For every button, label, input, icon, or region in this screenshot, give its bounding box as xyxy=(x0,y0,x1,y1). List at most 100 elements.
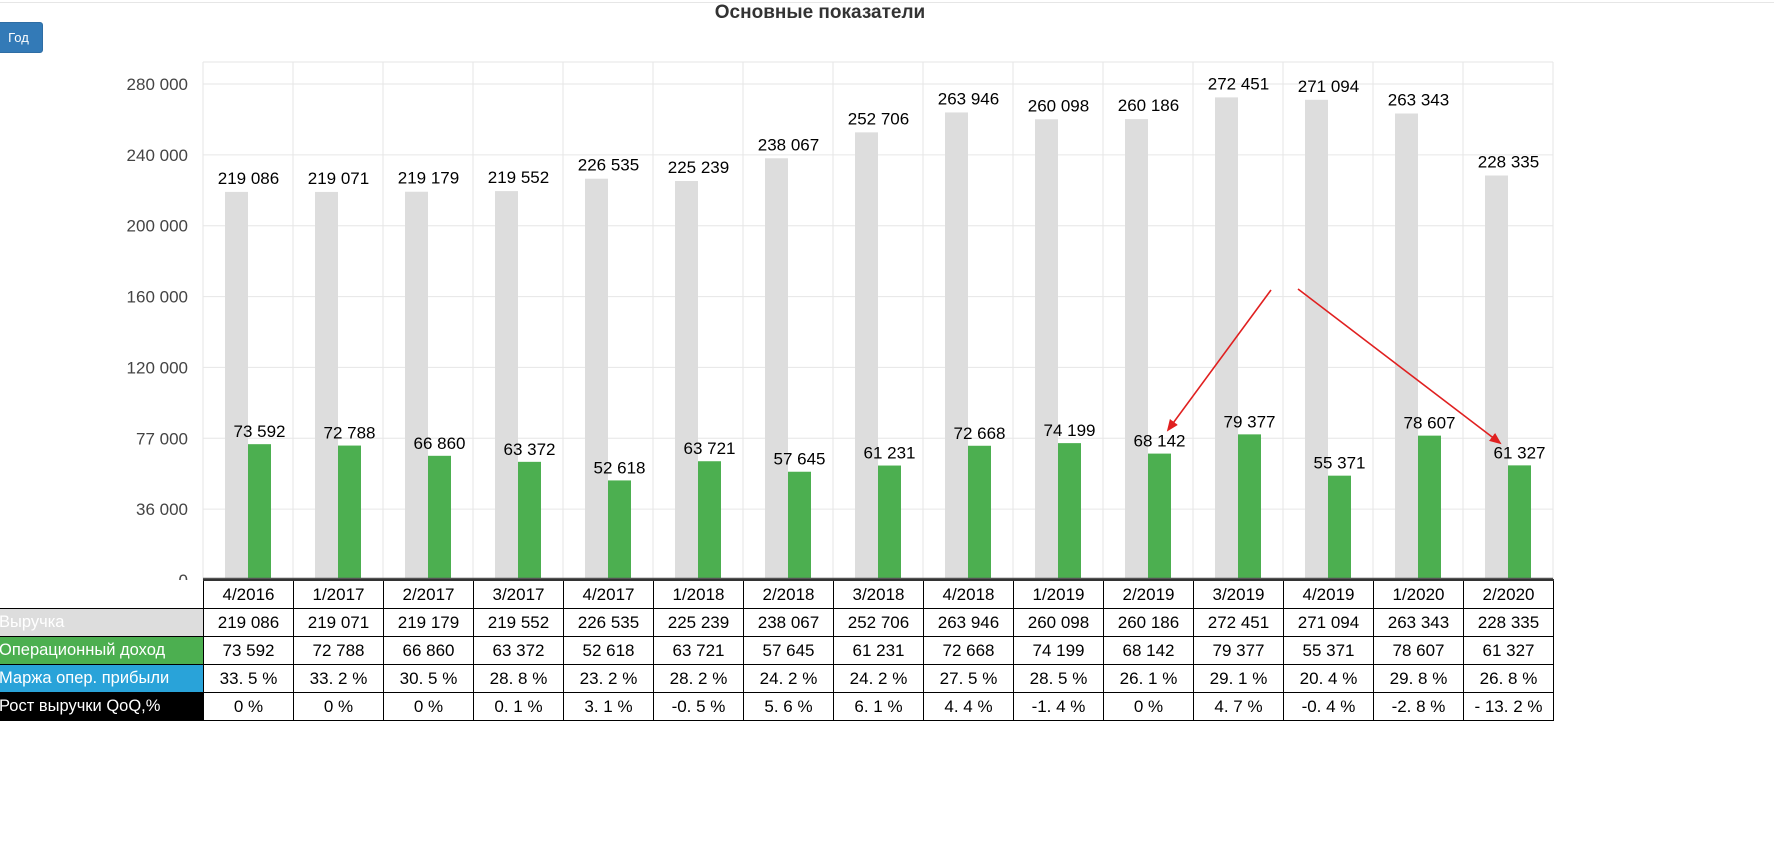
data-label-operating-income: 61 231 xyxy=(864,444,916,463)
table-cell: 63 721 xyxy=(653,636,744,665)
data-label-operating-income: 61 327 xyxy=(1494,443,1546,462)
period-header-cell: 4/2018 xyxy=(923,579,1014,609)
data-label-revenue: 271 094 xyxy=(1298,77,1359,96)
table-cell: 52 618 xyxy=(563,636,654,665)
table-cell: 0 % xyxy=(1103,692,1194,721)
row-label xyxy=(0,580,204,609)
bar-revenue xyxy=(675,181,698,580)
table-cell: 4. 7 % xyxy=(1193,692,1284,721)
data-label-revenue: 263 343 xyxy=(1388,91,1449,110)
table-header-row: 4/2016 1/2017 2/2017 3/2017 4/2017 1/2018 2/20… xyxy=(0,579,1554,609)
bar-operating-income xyxy=(878,465,901,580)
table-cell: 260 098 xyxy=(1013,608,1104,637)
table-cell: 61 231 xyxy=(833,636,924,665)
table-cell: 4. 4 % xyxy=(923,692,1014,721)
table-cell: -0. 5 % xyxy=(653,692,744,721)
bar-operating-income xyxy=(1418,435,1441,580)
bar-revenue xyxy=(585,178,608,580)
chart-canvas: 0 36 000 77 000 120 000 160 000 200 000 240 00… xyxy=(127,61,1554,580)
period-header-cell: 1/2018 xyxy=(653,579,744,609)
table-cell: 271 094 xyxy=(1283,608,1374,637)
table-cell: 28. 8 % xyxy=(473,664,564,693)
bar-revenue xyxy=(225,191,248,580)
data-label-revenue: 219 552 xyxy=(488,168,549,187)
annotation-arrow xyxy=(1166,289,1272,432)
table-cell: 219 552 xyxy=(473,608,564,637)
table-cell: 78 607 xyxy=(1373,636,1464,665)
table-cell: 72 788 xyxy=(293,636,384,665)
bar-revenue xyxy=(1305,99,1328,580)
bar-revenue xyxy=(315,191,338,580)
table-cell: 225 239 xyxy=(653,608,744,637)
period-header-cell: 2/2017 xyxy=(383,579,474,609)
table-cell: 219 071 xyxy=(293,608,384,637)
table-cell: 0 % xyxy=(293,692,384,721)
table-cell: 24. 2 % xyxy=(833,664,924,693)
table-cell: 252 706 xyxy=(833,608,924,637)
bar-revenue xyxy=(945,112,968,580)
bar-revenue xyxy=(1035,119,1058,580)
annotation-arrow xyxy=(1297,288,1502,445)
table-cell: 226 535 xyxy=(563,608,654,637)
data-label-operating-income: 72 788 xyxy=(324,424,376,443)
period-header-cell: 2/2019 xyxy=(1103,579,1194,609)
bar-revenue xyxy=(1125,119,1148,580)
bar-operating-income xyxy=(608,480,631,580)
table-cell: 79 377 xyxy=(1193,636,1284,665)
period-header-cell: 3/2019 xyxy=(1193,579,1284,609)
table-cell: 24. 2 % xyxy=(743,664,834,693)
chart-title: Основные показатели xyxy=(714,2,926,23)
table-cell: 55 371 xyxy=(1283,636,1374,665)
y-tick-label: 200 000 xyxy=(127,217,188,236)
table-cell: 33. 2 % xyxy=(293,664,384,693)
table-cell: 61 327 xyxy=(1463,636,1554,665)
table-cell: 74 199 xyxy=(1013,636,1104,665)
table-cell: 228 335 xyxy=(1463,608,1554,637)
table-cell: 219 086 xyxy=(203,608,294,637)
table-cell: 260 186 xyxy=(1103,608,1194,637)
table-cell: 68 142 xyxy=(1103,636,1194,665)
table-cell: 0. 1 % xyxy=(473,692,564,721)
y-tick-label: 36 000 xyxy=(136,500,188,519)
bar-revenue xyxy=(1395,113,1418,580)
period-year-button[interactable]: Год xyxy=(0,22,43,53)
table-cell: 28. 2 % xyxy=(653,664,744,693)
data-label-revenue: 272 451 xyxy=(1208,74,1269,93)
data-label-revenue: 225 239 xyxy=(668,158,729,177)
table-cell: 0 % xyxy=(203,692,294,721)
bar-revenue xyxy=(495,191,518,580)
table-cell: 0 % xyxy=(383,692,474,721)
bar-operating-income xyxy=(248,444,271,580)
bar-operating-income xyxy=(1328,475,1351,580)
table-cell: -0. 4 % xyxy=(1283,692,1374,721)
table-cell: 3. 1 % xyxy=(563,692,654,721)
table-row: Маржа опер. прибыли 33. 5 % 33. 2 % 30. 5 %… xyxy=(0,664,1554,693)
table-cell: 23. 2 % xyxy=(563,664,654,693)
table-cell: 57 645 xyxy=(743,636,834,665)
bar-operating-income xyxy=(968,445,991,580)
period-header-cell: 1/2019 xyxy=(1013,579,1104,609)
data-label-revenue: 219 179 xyxy=(398,169,459,188)
table-cell: 6. 1 % xyxy=(833,692,924,721)
bar-operating-income xyxy=(1238,434,1261,580)
table-cell: 219 179 xyxy=(383,608,474,637)
data-label-operating-income: 78 607 xyxy=(1404,414,1456,433)
table-cell: 238 067 xyxy=(743,608,834,637)
period-header-cell: 2/2020 xyxy=(1463,579,1554,609)
table-cell: 5. 6 % xyxy=(743,692,834,721)
period-header-cell: 3/2018 xyxy=(833,579,924,609)
table-cell: 72 668 xyxy=(923,636,1014,665)
row-label: Рост выручки QoQ,% xyxy=(0,692,204,721)
period-header-cell: 4/2019 xyxy=(1283,579,1374,609)
data-label-operating-income: 73 592 xyxy=(234,422,286,441)
data-label-operating-income: 72 668 xyxy=(954,424,1006,443)
period-header-cell: 1/2017 xyxy=(293,579,384,609)
table-cell: 26. 1 % xyxy=(1103,664,1194,693)
data-table: 4/2016 1/2017 2/2017 3/2017 4/2017 1/2018 2/20… xyxy=(0,579,1554,721)
row-label: Операционный доход xyxy=(0,636,204,665)
period-header-cell: 3/2017 xyxy=(473,579,564,609)
data-label-operating-income: 68 142 xyxy=(1134,432,1186,451)
y-tick-label: 77 000 xyxy=(136,429,188,448)
data-label-revenue: 238 067 xyxy=(758,135,819,154)
bar-revenue xyxy=(405,191,428,580)
